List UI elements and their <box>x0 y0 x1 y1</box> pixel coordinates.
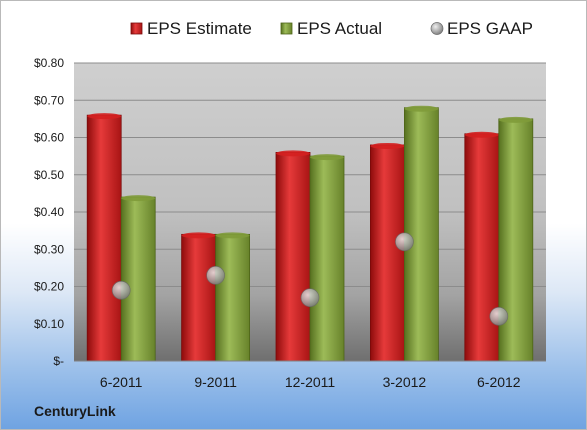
bar-top <box>121 195 156 202</box>
y-tick-label: $0.80 <box>34 56 64 70</box>
legend: EPS Estimate EPS Actual EPS GAAP <box>130 19 533 38</box>
company-name: CenturyLink <box>34 403 116 419</box>
bar-top <box>87 113 122 120</box>
bar-body <box>275 151 311 362</box>
y-tick-label: $0.20 <box>34 280 64 294</box>
bar-top <box>370 142 405 149</box>
bar-body <box>181 233 217 362</box>
x-tick-label: 6-2012 <box>477 374 521 390</box>
bar <box>464 131 500 362</box>
legend-label: EPS GAAP <box>447 19 533 38</box>
bar-top <box>181 232 216 239</box>
gaap-marker <box>489 306 509 326</box>
bar <box>86 113 122 362</box>
gaap-marker <box>300 288 320 308</box>
bar-body <box>215 233 251 362</box>
x-tick-label: 12-2011 <box>285 374 336 390</box>
bar <box>120 195 156 362</box>
bar-body <box>120 196 156 362</box>
y-tick-label: $0.10 <box>34 317 64 331</box>
bar-top <box>404 105 439 112</box>
bar <box>309 154 345 362</box>
y-tick-label: $0.40 <box>34 205 64 219</box>
bar-body <box>309 155 345 362</box>
bar <box>403 105 439 362</box>
legend-label: EPS Estimate <box>147 19 252 38</box>
gaap-marker <box>111 280 131 300</box>
x-tick-label: 9-2011 <box>194 374 237 390</box>
x-tick-label: 6-2011 <box>100 374 143 390</box>
y-tick-label: $0.30 <box>34 242 64 256</box>
x-tick-label: 3-2012 <box>383 374 427 390</box>
bar <box>275 150 311 362</box>
y-tick-label: $0.60 <box>34 131 64 145</box>
gaap-marker <box>206 265 225 285</box>
bar <box>181 232 217 362</box>
y-tick-label: $0.70 <box>34 93 64 107</box>
y-tick-label: $- <box>53 354 64 368</box>
y-tick-label: $0.50 <box>34 168 64 182</box>
bar-top <box>310 154 344 161</box>
legend-label: EPS Actual <box>297 19 382 38</box>
bar-body <box>464 133 500 362</box>
bar-top <box>498 116 533 123</box>
bar <box>369 142 405 362</box>
bar <box>498 116 534 362</box>
bar-body <box>86 114 122 362</box>
bar-top <box>215 232 250 239</box>
legend-swatch <box>430 22 444 35</box>
bar-top <box>276 150 310 157</box>
legend-swatch <box>130 22 143 35</box>
gaap-marker <box>395 232 414 252</box>
bar-body <box>403 107 439 362</box>
legend-swatch <box>280 22 293 35</box>
bar-top <box>464 131 499 138</box>
bar <box>215 232 251 362</box>
bar-body <box>369 144 405 362</box>
bar-body <box>498 118 534 362</box>
